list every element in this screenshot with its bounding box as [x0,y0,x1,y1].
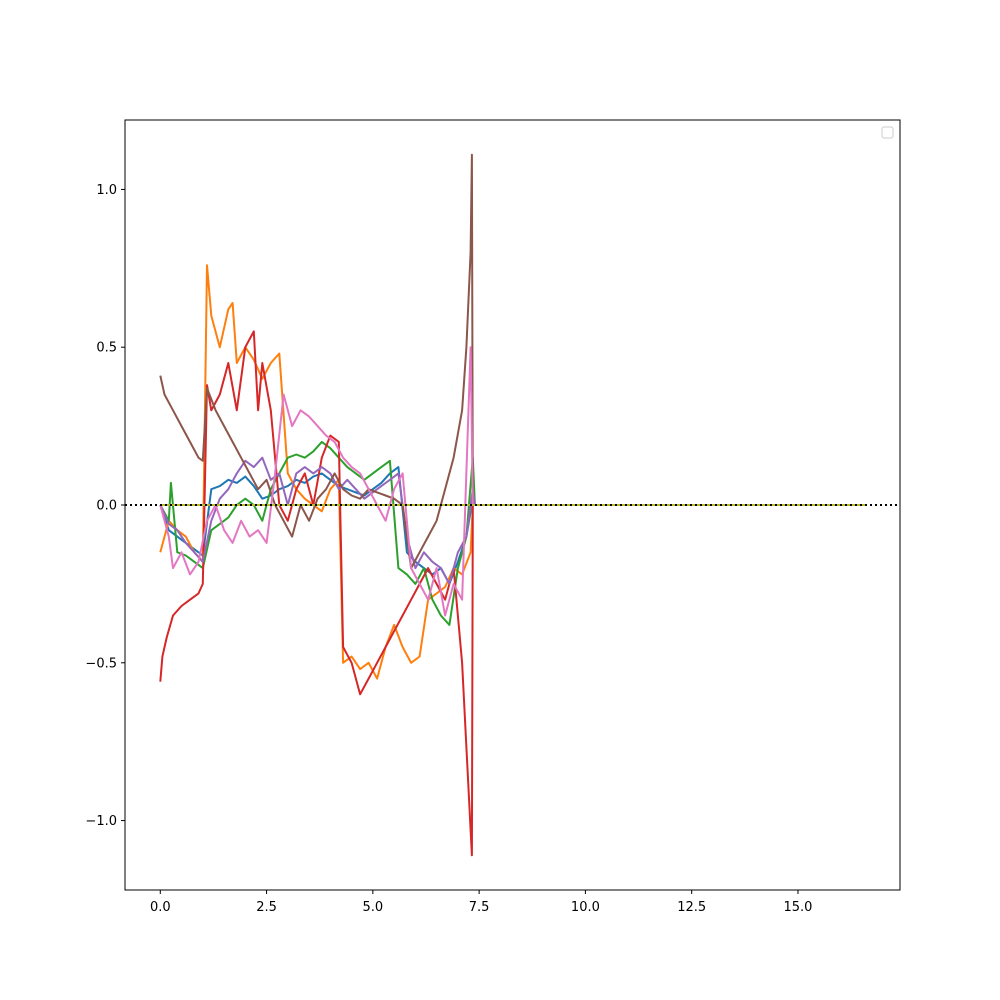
plot-lines [159,153,866,857]
x-axis: 0.0 2.5 5.0 7.5 10.0 12.5 15.0 [150,890,812,915]
x-tick-label: 0.0 [150,900,171,915]
x-tick-label: 2.5 [256,900,277,915]
series-line-3 [159,440,866,626]
y-tick-label: 0.5 [96,341,117,356]
series-line-7 [159,346,866,617]
y-tick-label: 0.0 [96,499,117,514]
y-tick-label: 1.0 [96,183,117,198]
series-line-6 [159,153,866,570]
legend-box [881,126,894,139]
x-tick-label: 7.5 [469,900,490,915]
series-line-2 [159,264,866,680]
x-tick-label: 5.0 [363,900,384,915]
x-tick-label: 12.5 [677,900,706,915]
x-tick-label: 15.0 [783,900,812,915]
y-tick-label: −1.0 [85,814,117,829]
series-line-5 [159,456,866,585]
x-tick-label: 10.0 [571,900,600,915]
y-tick-label: −0.5 [85,656,117,671]
y-axis: −1.0 −0.5 0.0 0.5 1.0 [85,183,125,829]
